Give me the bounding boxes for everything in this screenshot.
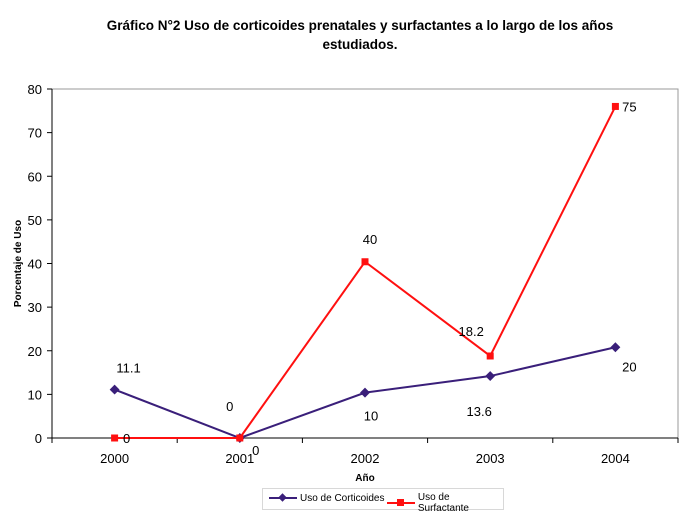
y-tick-label: 0 [35,431,42,446]
y-tick-label: 60 [28,169,42,184]
x-tick-label: 2003 [476,451,505,466]
legend-label-corticoides: Uso de Corticoides [300,492,385,504]
point-corticoides [610,342,621,353]
x-tick-label: 2004 [601,451,630,466]
data-label-surfactante: 18.2 [459,324,484,339]
y-tick-label: 70 [28,126,42,141]
legend-item-surfactante: Uso de Surfactante [387,492,503,514]
data-label-corticoides: 0 [226,399,233,414]
y-axis-title: Porcentaje de Uso [13,220,24,307]
y-tick-label: 30 [28,300,42,315]
y-tick-label: 10 [28,387,42,402]
legend-swatch-corticoides [269,492,297,504]
point-corticoides [109,384,120,395]
chart-title-line2: estudiados. [322,37,398,52]
x-tick-label: 2002 [351,451,380,466]
data-label-corticoides: 10 [364,409,378,424]
chart-title-line1: Gráfico N°2 Uso de corticoides prenatale… [106,18,614,33]
data-label-surfactante: 0 [252,443,259,458]
y-tick-label: 20 [28,344,42,359]
x-tick-label: 2000 [100,451,129,466]
point-surfactante [111,434,119,442]
x-axis-title: Año [355,473,374,484]
point-corticoides [360,387,370,398]
point-corticoides [485,371,496,382]
point-surfactante [361,258,369,266]
legend: Uso de Corticoides Uso de Surfactante [262,488,504,514]
y-tick-label: 40 [28,257,42,272]
y-tick-label: 50 [28,213,42,228]
legend-swatch-surfactante [387,497,415,509]
data-label-corticoides: 11.1 [116,361,140,376]
legend-item-corticoides: Uso de Corticoides [269,492,384,504]
data-label-corticoides: 13.6 [467,404,492,419]
data-label-surfactante: 75 [622,99,636,114]
data-label-surfactante: 40 [363,232,377,247]
legend-label-surfactante: Uso de Surfactante [417,492,469,514]
point-surfactante [611,102,619,110]
y-tick-label: 80 [28,82,42,97]
data-label-corticoides: 20 [622,359,636,374]
chart-title: Gráfico N°2 Uso de corticoides prenatale… [60,16,660,54]
point-surfactante [486,352,494,360]
data-label-surfactante: 0 [123,431,130,446]
point-surfactante [236,434,244,442]
x-tick-label: 2001 [225,451,254,466]
